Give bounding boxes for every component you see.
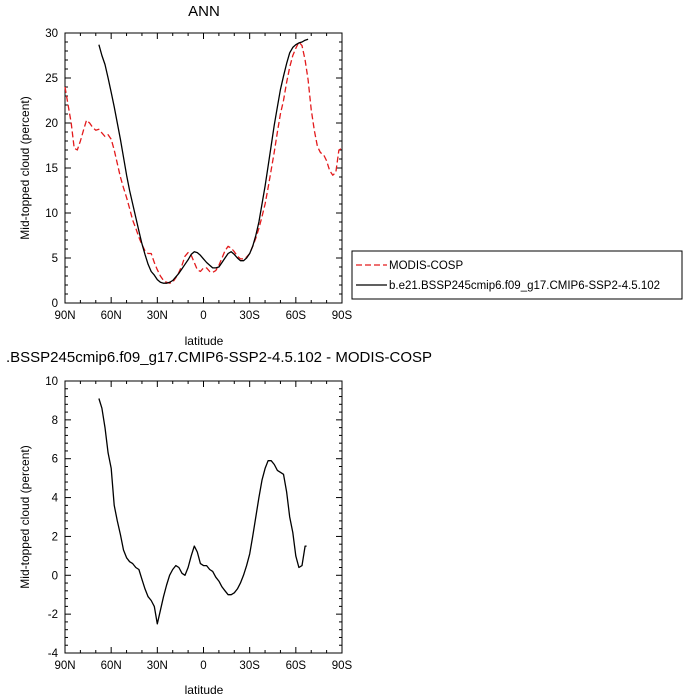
legend-label-model: b.e21.BSSP245cmip6.f09_g17.CMIP6-SSP2-4.…	[389, 280, 660, 292]
bottom-chart-panel: .BSSP245cmip6.f09_g17.CMIP6-SSP2-4.5.102…	[6, 349, 432, 697]
legend-box	[351, 250, 683, 300]
bottom-chart-y-axis-label: Mid-topped cloud (percent)	[18, 445, 32, 588]
top-chart-y-tick-label: 20	[45, 118, 58, 130]
bottom-chart-x-axis-label: latitude	[185, 683, 224, 697]
top-chart-y-axis-label: Mid-topped cloud (percent)	[18, 96, 32, 239]
bottom-chart-x-tick-label: 90N	[54, 660, 75, 672]
top-chart-x-tick-label: 30N	[147, 310, 168, 322]
top-chart-x-tick-label: 30S	[239, 310, 260, 322]
bottom-chart-y-tick-label: 10	[45, 376, 58, 388]
top-chart-ticks: 90N 60N 30N 0 30S 60S 90S 0 5 10 15 20 25 30	[45, 28, 352, 322]
top-chart-x-tick-label: 90S	[332, 310, 353, 322]
bottom-chart-x-tick-label: 60S	[286, 660, 307, 672]
top-chart-y-tick-label: 5	[52, 253, 58, 265]
legend-label-modis: MODIS-COSP	[389, 260, 463, 272]
bottom-chart-y-tick-label: 8	[52, 415, 58, 427]
top-chart-x-tick-label: 60S	[286, 310, 307, 322]
top-chart-x-axis-label: latitude	[185, 334, 224, 348]
top-chart-x-tick-label: 90N	[54, 310, 75, 322]
top-chart-y-tick-label: 15	[45, 163, 58, 175]
bottom-chart-title: .BSSP245cmip6.f09_g17.CMIP6-SSP2-4.5.102…	[6, 349, 432, 366]
top-chart-series-line-model	[98, 38, 309, 284]
bottom-chart-frame	[64, 380, 343, 654]
bottom-chart-y-tick-label: 2	[52, 531, 58, 543]
top-chart-lines	[64, 38, 343, 284]
top-chart-y-tick-label: 10	[45, 208, 58, 220]
bottom-chart-y-tick-label: -4	[48, 648, 59, 660]
bottom-chart-y-tick-label: 4	[52, 493, 59, 505]
bottom-chart-x-tick-label: 30N	[147, 660, 168, 672]
legend: MODIS-COSP b.e21.BSSP245cmip6.f09_g17.CM…	[351, 250, 683, 300]
bottom-chart-lines	[98, 398, 307, 625]
top-chart-y-tick-label: 30	[45, 28, 58, 40]
top-chart-title: ANN	[188, 3, 220, 20]
bottom-chart-x-tick-label: 30S	[239, 660, 260, 672]
top-chart-panel: ANN 90N 60N 30N 0 30S 60S 90S 0 5 10 15 20 25 30 lati…	[18, 3, 353, 348]
top-chart-series-line-modis	[64, 41, 343, 284]
bottom-chart-x-tick-label: 90S	[332, 660, 353, 672]
bottom-chart-series-line-model	[98, 398, 307, 625]
bottom-chart-x-tick-label: 60N	[101, 660, 122, 672]
top-chart-y-tick-label: 25	[45, 73, 58, 85]
bottom-chart-y-tick-label: -2	[48, 609, 58, 621]
bottom-chart-y-tick-label: 6	[52, 454, 58, 466]
top-chart-x-tick-label: 0	[200, 310, 206, 322]
top-chart-y-tick-label: 0	[52, 298, 58, 310]
bottom-chart-y-tick-label: 0	[52, 570, 58, 582]
bottom-chart-ticks: 90N 60N 30N 0 30S 60S 90S -4 -2 0 2 4 6 8 10	[45, 376, 352, 672]
bottom-chart-x-tick-label: 0	[200, 660, 206, 672]
top-chart-x-tick-label: 60N	[101, 310, 122, 322]
